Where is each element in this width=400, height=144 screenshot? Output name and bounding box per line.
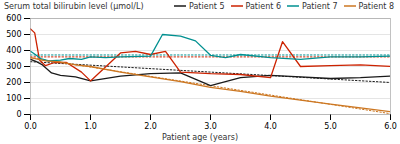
svg-text:300: 300 (6, 62, 21, 71)
svg-text:0: 0 (16, 110, 21, 119)
svg-text:3.0: 3.0 (204, 122, 217, 131)
svg-text:6.0: 6.0 (384, 122, 397, 131)
html-text:Serum total bilirubin level (μ: Serum total bilirubin level (μmol/L) (4, 1, 144, 11)
html-text:Patient age (years): Patient age (years) (161, 133, 238, 142)
svg-text:5.0: 5.0 (324, 122, 337, 131)
svg-text:200: 200 (6, 78, 21, 87)
html-text:Patient 5: Patient 5 (189, 1, 225, 11)
html-text:Patient 6: Patient 6 (245, 1, 281, 11)
svg-text:2.0: 2.0 (144, 122, 157, 131)
html-text:Patient 8: Patient 8 (358, 1, 394, 11)
svg-text:0.0: 0.0 (24, 122, 37, 131)
svg-text:100: 100 (6, 94, 21, 103)
svg-text:1.0: 1.0 (84, 122, 97, 131)
svg-text:600: 600 (6, 14, 21, 23)
svg-text:4.0: 4.0 (264, 122, 277, 131)
svg-text:500: 500 (6, 30, 21, 39)
html-text:Patient 7: Patient 7 (302, 1, 338, 11)
svg-text:400: 400 (6, 46, 21, 55)
